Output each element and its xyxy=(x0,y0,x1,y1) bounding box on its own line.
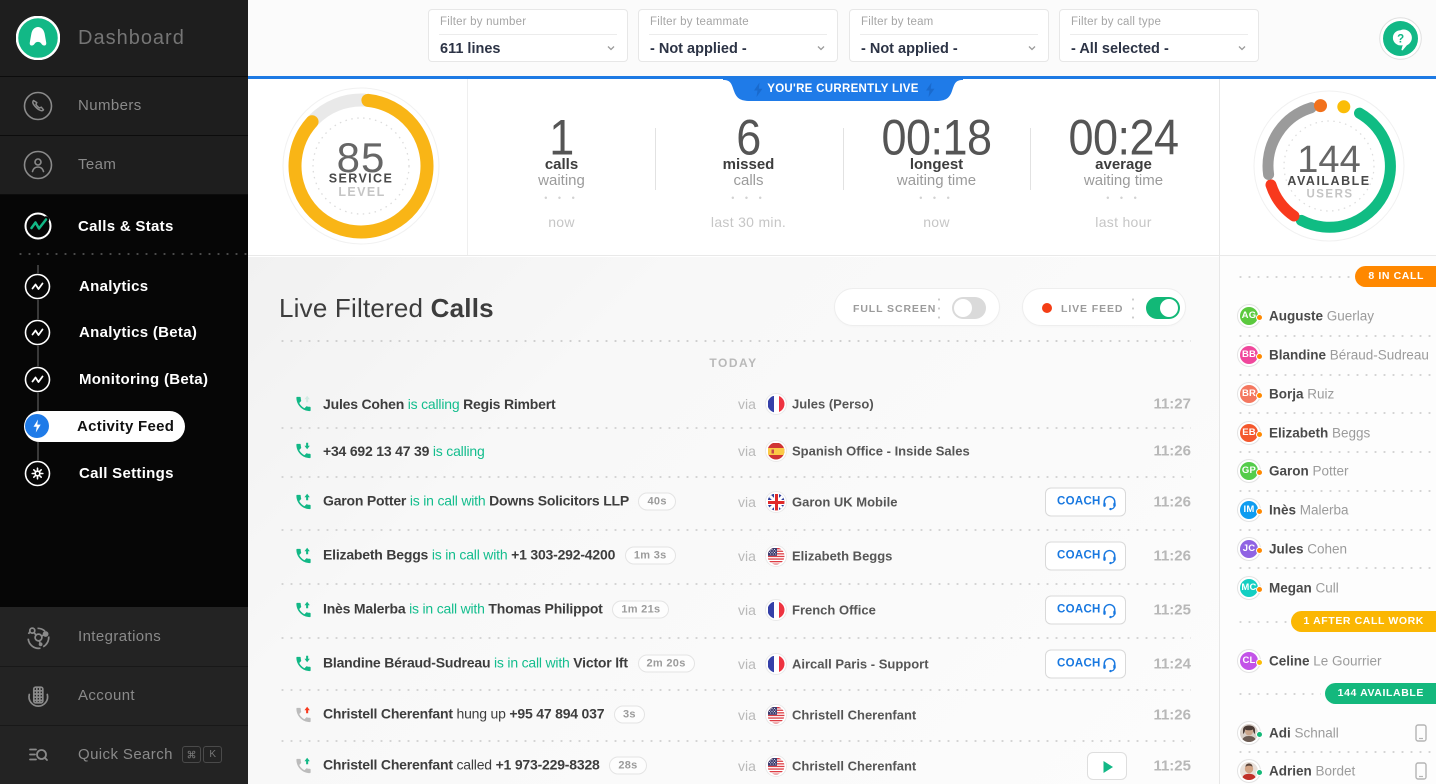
svg-text:SERVICE: SERVICE xyxy=(329,172,393,186)
svg-text:AVAILABLE: AVAILABLE xyxy=(1287,174,1370,188)
svg-text:LEVEL: LEVEL xyxy=(338,185,385,199)
svg-text:144: 144 xyxy=(1297,139,1360,181)
svg-text:?: ? xyxy=(1397,34,1404,46)
svg-text:USERS: USERS xyxy=(1306,189,1353,201)
svg-text:85: 85 xyxy=(337,134,386,181)
